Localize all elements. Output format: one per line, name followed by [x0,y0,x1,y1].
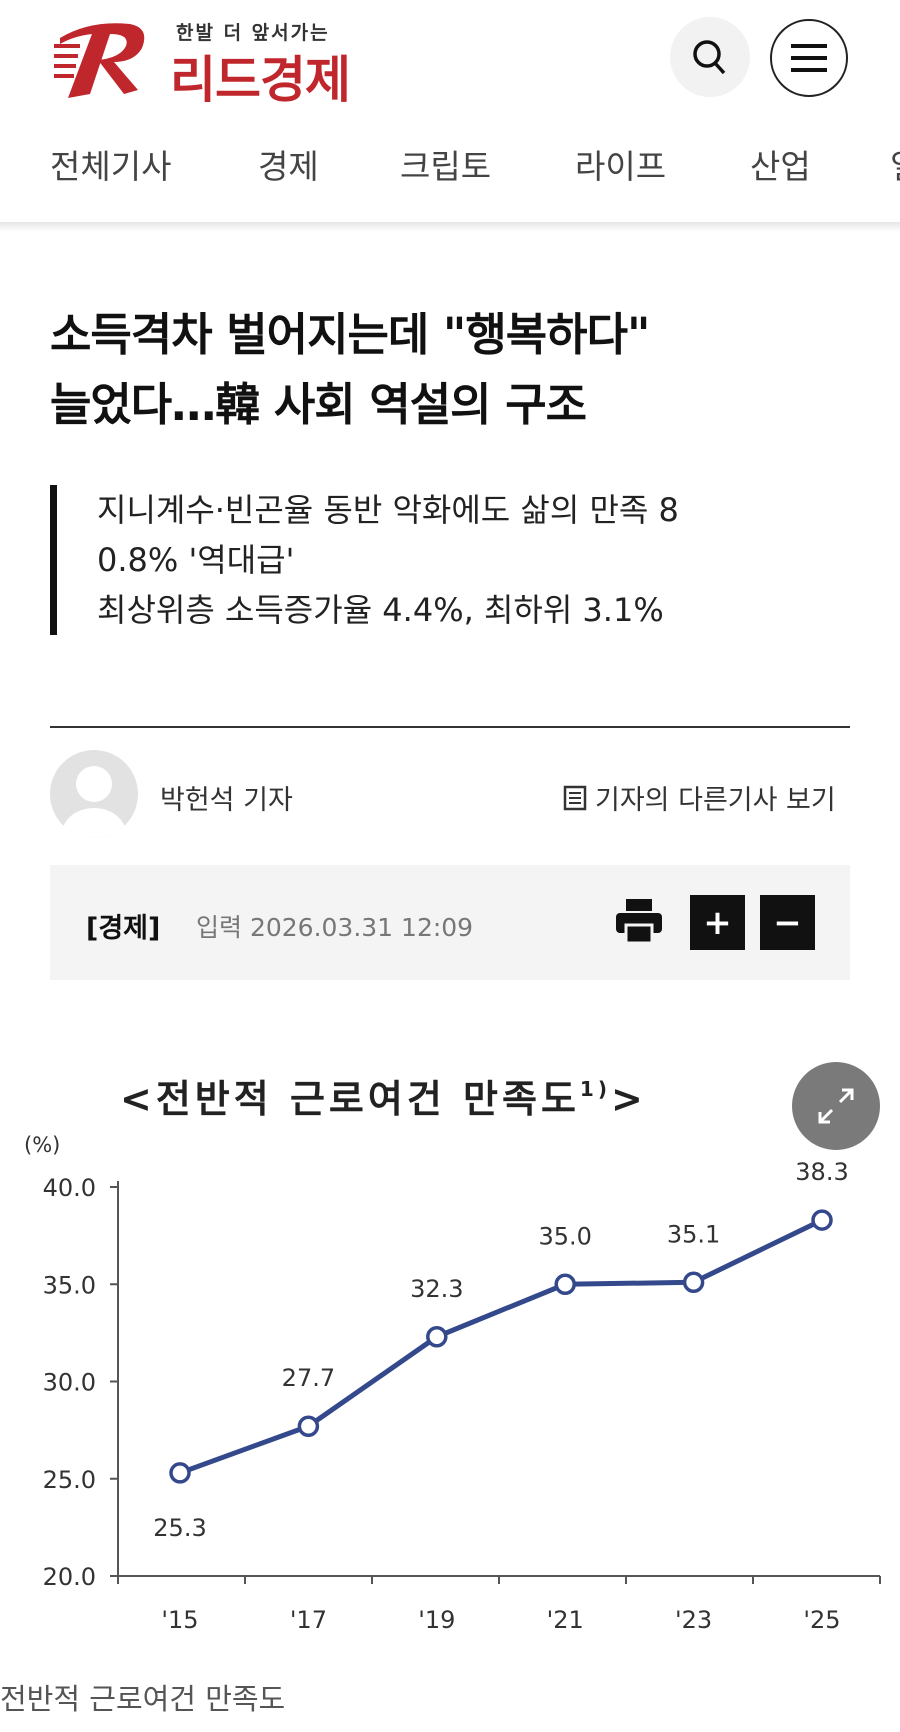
data-point [169,1462,191,1484]
font-increase-button[interactable]: + [690,895,745,950]
chart-title: <전반적 근로여건 만족도1)> [120,1077,647,1121]
data-label: 27.7 [282,1364,335,1392]
logo[interactable]: 한발 더 앞서가는 리드경제 [50,10,370,109]
data-point [682,1271,705,1294]
expand-icon [818,1088,854,1124]
data-label: 32.3 [410,1275,463,1303]
font-decrease-button[interactable]: − [760,895,815,950]
data-point [554,1273,576,1295]
y-tick-label: 35.0 [43,1271,96,1299]
other-articles-label: 기자의 다른기사 보기 [595,785,836,816]
data-label: 35.1 [667,1220,720,1248]
nav-item-more[interactable]: 일 [890,140,900,188]
search-icon [693,40,726,75]
data-point [297,1415,320,1437]
data-label: 25.3 [153,1514,206,1542]
other-articles-link[interactable]: 기자의 다른기사 보기 [563,778,836,817]
logo-r-mark [54,23,145,98]
data-point [811,1209,833,1231]
nav-item-all[interactable]: 전체기사 [50,147,172,186]
author-name[interactable]: 박헌석 기자 [160,785,293,816]
logo-tagline: 한발 더 앞서가는 [176,22,330,44]
y-tick-label: 25.0 [43,1466,96,1494]
category-nav: 전체기사 경제 크립토 라이프 산업 일 [0,140,900,196]
x-tick-label: '23 [675,1606,712,1634]
print-button[interactable] [614,897,664,949]
nav-item-industry[interactable]: 산업 [750,147,811,186]
subtitle-line: 최상위층 소득증가율 4.4%, 최하위 3.1% [97,591,664,629]
x-tick-label: '19 [418,1606,455,1634]
article-subtitle: 지니계수·빈곤율 동반 악화에도 삶의 만족 8 0.8% '역대급' 최상위층… [50,485,850,635]
nav-item-economy[interactable]: 경제 [258,147,319,186]
line-chart: <전반적 근로여건 만족도1)> (%) 20.0 25.0 30.0 35.0 40.… [24,1077,881,1634]
data-label: 38.3 [795,1158,848,1186]
series-line [179,1217,824,1476]
publish-date: 입력 2026.03.31 12:09 [196,913,474,942]
subtitle-line: 지니계수·빈곤율 동반 악화에도 삶의 만족 8 [97,491,679,529]
print-icon [616,899,662,945]
expand-image-button[interactable] [792,1062,880,1150]
author-avatar [50,750,138,838]
divider [50,726,850,728]
article-headline: 소득격차 벌어지는데 "행복하다" 늘었다…韓 사회 역설의 구조 [50,300,870,440]
nav-divider [0,222,900,232]
subtitle-line: 0.8% '역대급' [97,541,295,579]
image-caption: 전반적 근로여건 만족도 [0,1682,286,1716]
x-tick-label: '17 [290,1606,327,1634]
search-button[interactable] [670,17,750,97]
y-tick-label: 30.0 [43,1369,96,1397]
x-tick-label: '25 [803,1606,840,1634]
x-tick-label: '15 [161,1606,198,1634]
hamburger-icon [791,44,827,72]
x-tick-label: '21 [547,1606,584,1634]
data-label: 35.0 [538,1222,591,1250]
data-point [426,1326,448,1348]
y-tick-label: 40.0 [43,1174,96,1202]
document-icon [563,785,587,810]
nav-item-life[interactable]: 라이프 [575,147,667,186]
section-label: [경제] [86,913,161,944]
menu-button[interactable] [770,19,848,97]
headline-line: 늘었다…韓 사회 역설의 구조 [50,378,587,431]
y-tick-label: 20.0 [43,1563,96,1591]
headline-line: 소득격차 벌어지는데 "행복하다" [50,308,650,361]
y-axis-unit: (%) [24,1133,60,1157]
logo-name: 리드경제 [170,51,351,109]
nav-item-crypto[interactable]: 크립토 [400,147,492,186]
